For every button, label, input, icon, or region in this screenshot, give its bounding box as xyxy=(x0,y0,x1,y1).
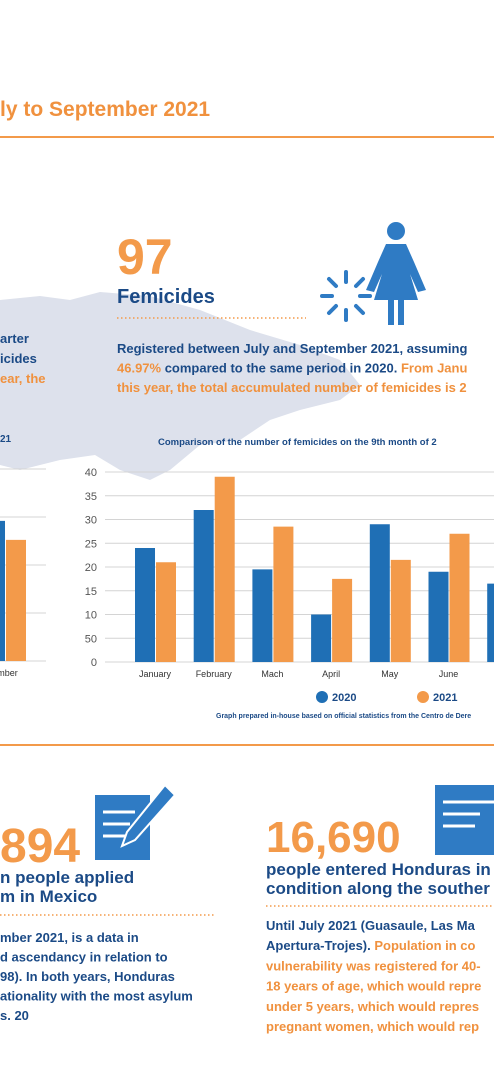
bar xyxy=(156,562,176,662)
bar xyxy=(449,533,470,662)
text-segment: s. 20 xyxy=(0,1008,29,1023)
x-tick-label: February xyxy=(196,669,233,679)
bar xyxy=(193,510,214,662)
text-line: Registered between July and September 20… xyxy=(117,341,467,356)
x-tick-label: ember xyxy=(0,668,18,678)
document-icon xyxy=(435,785,494,855)
bar xyxy=(0,520,5,661)
map-silhouette xyxy=(0,292,360,480)
stat-number: 894 xyxy=(0,820,80,873)
y-tick-label: 25 xyxy=(85,538,97,550)
x-tick-label: Mach xyxy=(261,669,283,679)
text-line: s. 20 xyxy=(0,1008,29,1023)
bar xyxy=(332,578,353,662)
bar xyxy=(6,539,26,661)
x-tick-label: April xyxy=(322,669,340,679)
text-segment: vulnerability was registered for 40- xyxy=(266,958,481,973)
text-segment: 46.97% xyxy=(117,361,162,376)
text-segment: 18 years of age, which would repre xyxy=(266,979,481,994)
burst-icon xyxy=(320,270,372,322)
bar xyxy=(311,614,332,662)
text-segment: Apertura-Trojes). xyxy=(266,938,371,953)
y-tick-label: 35 xyxy=(85,491,97,503)
bar xyxy=(135,548,155,662)
stat-heading: n people applied xyxy=(0,868,134,887)
chart-title: Comparison of the number of femicides on… xyxy=(158,437,437,448)
bar xyxy=(214,476,235,662)
text-segment: Until July 2021 (Guasaule, Las Ma xyxy=(266,918,476,933)
text-line: ear, the xyxy=(0,371,46,386)
text-line: 46.97% compared to the same period in 20… xyxy=(117,361,467,376)
text-line: 18 years of age, which would repre xyxy=(266,979,481,994)
woman-icon xyxy=(366,222,426,325)
header-title: ly to September 2021 xyxy=(0,98,210,121)
stat-label: Femicides xyxy=(117,286,215,308)
text-segment: 98). In both years, Honduras xyxy=(0,969,175,984)
text-segment: mber 2021, is a data in xyxy=(0,930,139,945)
bar xyxy=(390,559,411,662)
chart-source: Graph prepared in-house based on officia… xyxy=(216,713,471,720)
y-tick-label: 10 xyxy=(85,610,97,622)
text-segment: icides xyxy=(0,351,37,366)
text-segment: ationality with the most asylum xyxy=(0,989,193,1004)
text-line: vulnerability was registered for 40- xyxy=(266,958,481,973)
text-segment: pregnant women, which would rep xyxy=(266,1019,479,1034)
legend-swatch xyxy=(316,691,328,703)
text-line: ationality with the most asylum xyxy=(0,989,193,1004)
text-segment: d ascendancy in relation to xyxy=(0,950,168,965)
y-tick-label: 15 xyxy=(85,586,97,598)
text-line: 98). In both years, Honduras xyxy=(0,969,175,984)
y-tick-label: 50 xyxy=(85,633,97,645)
text-line: icides xyxy=(0,351,37,366)
text-segment: this year, the total accumulated number … xyxy=(117,380,467,395)
legend-label: 2020 xyxy=(332,692,356,704)
text-line: Apertura-Trojes). Population in co xyxy=(266,938,476,953)
text-line: Until July 2021 (Guasaule, Las Ma xyxy=(266,918,476,933)
text-segment: Registered between July and September 20… xyxy=(117,341,467,356)
text-line: arter xyxy=(0,331,29,346)
stat-heading: people entered Honduras in xyxy=(266,860,491,879)
text-segment: From Janu xyxy=(397,361,467,376)
stat-number: 97 xyxy=(117,229,173,285)
text-line: d ascendancy in relation to xyxy=(0,950,168,965)
chart-title: 21 xyxy=(0,434,12,445)
text-line: mber 2021, is a data in xyxy=(0,930,139,945)
stat-number: 16,690 xyxy=(266,813,401,862)
y-tick-label: 0 xyxy=(91,657,97,669)
stat-heading: condition along the souther xyxy=(266,879,490,898)
y-tick-label: 30 xyxy=(85,515,97,527)
bar xyxy=(428,571,449,662)
text-line: under 5 years, which would repres xyxy=(266,999,479,1014)
text-segment: ear, the xyxy=(0,371,46,386)
text-line: pregnant women, which would rep xyxy=(266,1019,479,1034)
bar xyxy=(252,569,273,662)
document-icon xyxy=(95,783,177,860)
bar xyxy=(487,583,494,662)
legend-swatch xyxy=(417,691,429,703)
x-tick-label: January xyxy=(139,669,172,679)
legend-label: 2021 xyxy=(433,692,457,704)
stat-heading: m in Mexico xyxy=(0,887,97,906)
y-tick-label: 40 xyxy=(85,467,97,479)
bar xyxy=(369,524,390,662)
x-tick-label: June xyxy=(439,669,459,679)
text-segment: Population in co xyxy=(371,938,476,953)
text-segment: under 5 years, which would repres xyxy=(266,999,479,1014)
bar xyxy=(273,526,294,662)
y-tick-label: 20 xyxy=(85,562,97,574)
x-tick-label: May xyxy=(381,669,399,679)
text-line: this year, the total accumulated number … xyxy=(117,380,467,395)
text-segment: arter xyxy=(0,331,29,346)
text-segment: compared to the same period in 2020. xyxy=(161,361,397,376)
